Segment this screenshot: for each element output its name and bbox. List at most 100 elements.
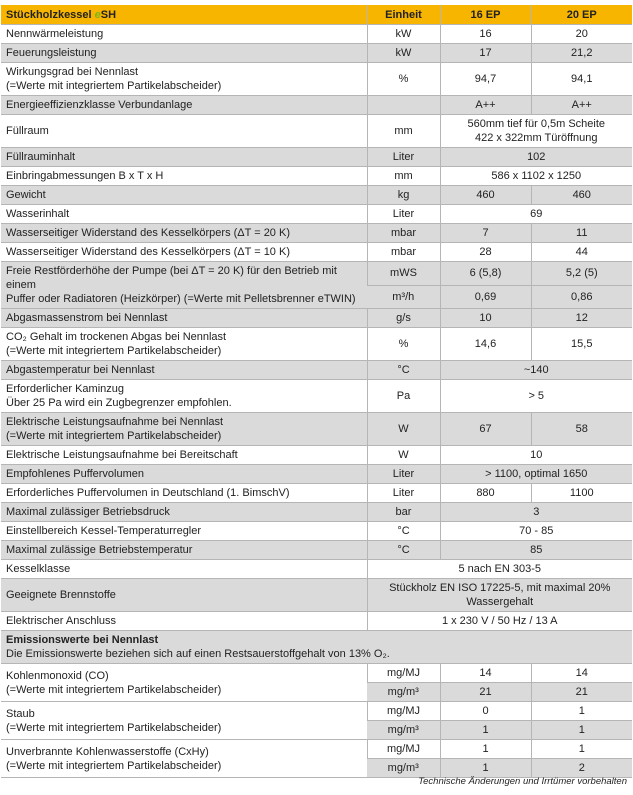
row-label-line: Einbringabmessungen B x T x H [6, 170, 164, 182]
unit-cell: Liter [366, 147, 440, 167]
value-cell: 5,2 (5) [530, 261, 632, 286]
row-label-line: Elektrische Leistungsaufnahme bei Bereit… [6, 449, 238, 461]
row-label: Elektrische Leistungsaufnahme bei Bereit… [1, 445, 367, 465]
value-cell: 0 [439, 701, 531, 721]
row-label-line: (=Werte mit integriertem Partikelabschei… [6, 345, 222, 357]
header-20ep: 20 EP [530, 5, 632, 25]
unit-cell: mg/m³ [367, 720, 440, 740]
value-cell: 2 [530, 758, 632, 778]
table-row: Wirkungsgrad bei Nennlast (=Werte mit int… [1, 62, 632, 96]
row-label-line: Elektrische Leistungsaufnahme bei Nennla… [6, 416, 224, 428]
row-label: Erforderlicher Kaminzug Über 25 Pa wird e… [1, 379, 367, 413]
table-row: mg/m³ 1 2 [1, 758, 632, 778]
table-row: Abgasmassenstrom bei Nennlast g/s 10 12 [1, 308, 632, 328]
value-line: Stückholz EN ISO 17225-5, mit maximal 20… [389, 582, 611, 594]
row-label-line: Wasserseitiger Widerstand des Kesselkörp… [6, 227, 290, 239]
table-row: Gewicht kg 460 460 [1, 185, 632, 205]
value-cell: 1 [439, 758, 531, 778]
row-label: Einstellbereich Kessel-Temperaturregler [1, 521, 367, 541]
row-label-line: Kesselklasse [6, 563, 71, 575]
row-label-line: Geeignete Brennstoffe [6, 589, 116, 601]
unit-cell: W [366, 445, 440, 465]
row-label: Kohlenmonoxid (CO) (=Werte mit integriert… [1, 663, 367, 702]
row-label: Maximal zulässiger Betriebsdruck [1, 502, 367, 522]
value-text: 14,6 [474, 338, 497, 350]
value-cell: Stückholz EN ISO 17225-5, mit maximal 20… [366, 578, 632, 612]
table-row: Unverbrannte Kohlenwasserstoffe (CxHy) (=… [1, 739, 632, 778]
value-text: 1 [482, 743, 489, 755]
value-cell: 16 [439, 24, 531, 44]
value-cell: 560mm tief für 0,5m Scheite 422 x 322mm T… [439, 114, 632, 148]
value-text: 0,86 [571, 290, 593, 303]
value-cell: 21 [439, 682, 531, 702]
value-text: 1 [578, 705, 585, 717]
value-cell: 20 [530, 24, 632, 44]
row-label-line: (=Werte mit integriertem Partikelabschei… [6, 80, 222, 92]
value-cell: 0,69 [439, 285, 531, 309]
table-row: Füllraum mm 560mm tief für 0,5m Scheite 422… [1, 114, 632, 148]
unit-cell: mg/m³ [367, 758, 440, 778]
row-label-line: CO₂ Gehalt im trockenen Abgas bei Nennla… [6, 331, 227, 343]
row-label: Gewicht [1, 185, 367, 205]
value-text: 20 [575, 28, 588, 40]
unit-cell: mm [366, 114, 440, 148]
row-label-line: (=Werte mit integriertem Partikelabschei… [6, 759, 222, 772]
value-cell: 85 [439, 540, 632, 560]
value-text: 44 [575, 246, 588, 258]
value-cell: 11 [530, 223, 632, 243]
unit-cell: g/s [366, 308, 440, 328]
unit-cell: kW [366, 43, 440, 63]
row-label-line: (=Werte mit integriertem Partikelabschei… [6, 721, 222, 734]
value-cell: 1 [439, 720, 531, 740]
row-label: Empfohlenes Puffervolumen [1, 464, 367, 484]
value-text: 21 [575, 686, 588, 698]
unit-cell: mg/m³ [367, 682, 440, 702]
unit-cell: °C [366, 521, 440, 541]
header-product: Stückholzkessel eSH [1, 5, 367, 25]
unit-cell: m³/h [367, 285, 440, 309]
unit-cell: mWS [366, 261, 440, 286]
table-row: Staub (=Werte mit integriertem Partikelab… [1, 701, 632, 740]
value-text: 16 [479, 28, 492, 40]
row-label-line: (=Werte mit integriertem Partikelabschei… [6, 683, 222, 696]
row-label: CO₂ Gehalt im trockenen Abgas bei Nennla… [1, 327, 367, 361]
table-row: Kesselklasse 5 nach EN 303-5 [1, 559, 632, 579]
value-text: 21 [479, 686, 492, 698]
value-text: 0,69 [474, 290, 497, 303]
brand-suffix: SH [100, 8, 117, 21]
value-text: A++ [571, 99, 592, 111]
value-cell: 21,2 [530, 43, 632, 63]
row-label-line: Einstellbereich Kessel-Temperaturregler [6, 525, 202, 537]
value-cell: 880 [439, 483, 531, 503]
row-label-line: Kohlenmonoxid (CO) [6, 669, 109, 682]
value-cell: 3 [439, 502, 632, 522]
value-text: 14 [479, 667, 492, 679]
value-cell: 460 [439, 185, 531, 205]
value-cell: 14,6 [439, 327, 531, 361]
value-cell: A++ [530, 95, 632, 115]
unit-cell: °C [366, 540, 440, 560]
value-text: 85 [530, 544, 543, 556]
value-text: 94,7 [474, 73, 497, 85]
value-text: A++ [475, 99, 496, 111]
table-row: mg/m³ 1 1 [1, 720, 632, 740]
row-label: Staub (=Werte mit integriertem Partikelab… [1, 701, 367, 740]
value-line: 560mm tief für 0,5m Scheite [467, 118, 606, 130]
unit-cell [366, 95, 440, 115]
value-text: 10 [479, 312, 492, 324]
value-cell: 70 - 85 [439, 521, 632, 541]
row-label: Füllrauminhalt [1, 147, 367, 167]
value-line: Wassergehalt [466, 596, 534, 608]
row-label-line: Erforderliches Puffervolumen in Deutschl… [6, 487, 290, 499]
value-text: 460 [476, 189, 495, 201]
table-row: Einbringabmessungen B x T x H mm 586 x 110… [1, 166, 632, 186]
value-cell: 460 [530, 185, 632, 205]
unit-cell: W [366, 412, 440, 446]
row-label: Wasserseitiger Widerstand des Kesselkörp… [1, 242, 367, 262]
value-text: 1 [578, 724, 585, 736]
value-text: 7 [482, 227, 489, 239]
value-text: 460 [572, 189, 591, 201]
value-text: 0 [482, 705, 489, 717]
value-text: 1 [482, 762, 489, 774]
value-text: 70 - 85 [519, 525, 554, 537]
